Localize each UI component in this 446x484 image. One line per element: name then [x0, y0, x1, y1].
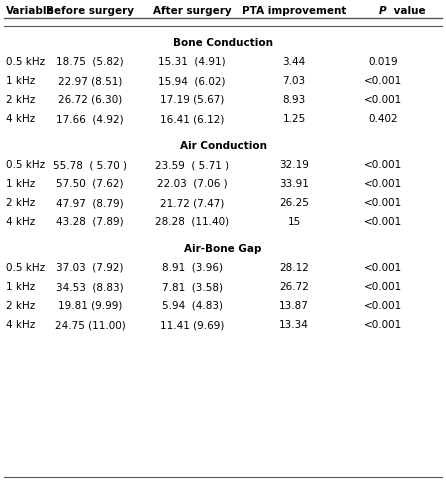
Text: 24.75 (11.00): 24.75 (11.00) [54, 320, 125, 330]
Text: 43.28  (7.89): 43.28 (7.89) [56, 217, 124, 227]
Text: 55.78  ( 5.70 ): 55.78 ( 5.70 ) [53, 160, 127, 170]
Text: Air-Bone Gap: Air-Bone Gap [184, 244, 262, 254]
Text: Before surgery: Before surgery [46, 6, 134, 16]
Text: 37.03  (7.92): 37.03 (7.92) [56, 263, 124, 273]
Text: PTA improvement: PTA improvement [242, 6, 346, 16]
Text: 15: 15 [287, 217, 301, 227]
Text: <0.001: <0.001 [364, 320, 402, 330]
Text: 15.31  (4.91): 15.31 (4.91) [158, 57, 226, 67]
Text: 13.34: 13.34 [279, 320, 309, 330]
Text: value: value [390, 6, 425, 16]
Text: 23.59  ( 5.71 ): 23.59 ( 5.71 ) [155, 160, 229, 170]
Text: <0.001: <0.001 [364, 198, 402, 208]
Text: 8.93: 8.93 [282, 95, 306, 105]
Text: 1 kHz: 1 kHz [6, 179, 35, 189]
Text: <0.001: <0.001 [364, 263, 402, 273]
Text: 47.97  (8.79): 47.97 (8.79) [56, 198, 124, 208]
Text: Air Conduction: Air Conduction [179, 141, 267, 151]
Text: <0.001: <0.001 [364, 282, 402, 292]
Text: <0.001: <0.001 [364, 179, 402, 189]
Text: 33.91: 33.91 [279, 179, 309, 189]
Text: 16.41 (6.12): 16.41 (6.12) [160, 114, 224, 124]
Text: 7.81  (3.58): 7.81 (3.58) [161, 282, 223, 292]
Text: 1 kHz: 1 kHz [6, 76, 35, 86]
Text: 0.5 kHz: 0.5 kHz [6, 57, 45, 67]
Text: 0.5 kHz: 0.5 kHz [6, 160, 45, 170]
Text: 2 kHz: 2 kHz [6, 301, 35, 311]
Text: 28.12: 28.12 [279, 263, 309, 273]
Text: 11.41 (9.69): 11.41 (9.69) [160, 320, 224, 330]
Text: 26.72: 26.72 [279, 282, 309, 292]
Text: After surgery: After surgery [153, 6, 231, 16]
Text: 2 kHz: 2 kHz [6, 95, 35, 105]
Text: 17.19 (5.67): 17.19 (5.67) [160, 95, 224, 105]
Text: P: P [379, 6, 387, 16]
Text: 15.94  (6.02): 15.94 (6.02) [158, 76, 226, 86]
Text: 28.28  (11.40): 28.28 (11.40) [155, 217, 229, 227]
Text: 1.25: 1.25 [282, 114, 306, 124]
Text: 22.03  (7.06 ): 22.03 (7.06 ) [157, 179, 227, 189]
Text: 13.87: 13.87 [279, 301, 309, 311]
Text: 18.75  (5.82): 18.75 (5.82) [56, 57, 124, 67]
Text: 4 kHz: 4 kHz [6, 114, 35, 124]
Text: 4 kHz: 4 kHz [6, 217, 35, 227]
Text: 4 kHz: 4 kHz [6, 320, 35, 330]
Text: <0.001: <0.001 [364, 160, 402, 170]
Text: 5.94  (4.83): 5.94 (4.83) [161, 301, 223, 311]
Text: <0.001: <0.001 [364, 217, 402, 227]
Text: <0.001: <0.001 [364, 76, 402, 86]
Text: 0.402: 0.402 [368, 114, 398, 124]
Text: Bone Conduction: Bone Conduction [173, 38, 273, 48]
Text: 26.72 (6.30): 26.72 (6.30) [58, 95, 122, 105]
Text: 1 kHz: 1 kHz [6, 282, 35, 292]
Text: 2 kHz: 2 kHz [6, 198, 35, 208]
Text: 7.03: 7.03 [282, 76, 306, 86]
Text: 17.66  (4.92): 17.66 (4.92) [56, 114, 124, 124]
Text: 21.72 (7.47): 21.72 (7.47) [160, 198, 224, 208]
Text: 0.019: 0.019 [368, 57, 398, 67]
Text: 26.25: 26.25 [279, 198, 309, 208]
Text: Variable: Variable [6, 6, 54, 16]
Text: <0.001: <0.001 [364, 301, 402, 311]
Text: 19.81 (9.99): 19.81 (9.99) [58, 301, 122, 311]
Text: 34.53  (8.83): 34.53 (8.83) [56, 282, 124, 292]
Text: 22.97 (8.51): 22.97 (8.51) [58, 76, 122, 86]
Text: <0.001: <0.001 [364, 95, 402, 105]
Text: 0.5 kHz: 0.5 kHz [6, 263, 45, 273]
Text: 57.50  (7.62): 57.50 (7.62) [56, 179, 124, 189]
Text: 3.44: 3.44 [282, 57, 306, 67]
Text: 32.19: 32.19 [279, 160, 309, 170]
Text: 8.91  (3.96): 8.91 (3.96) [161, 263, 223, 273]
